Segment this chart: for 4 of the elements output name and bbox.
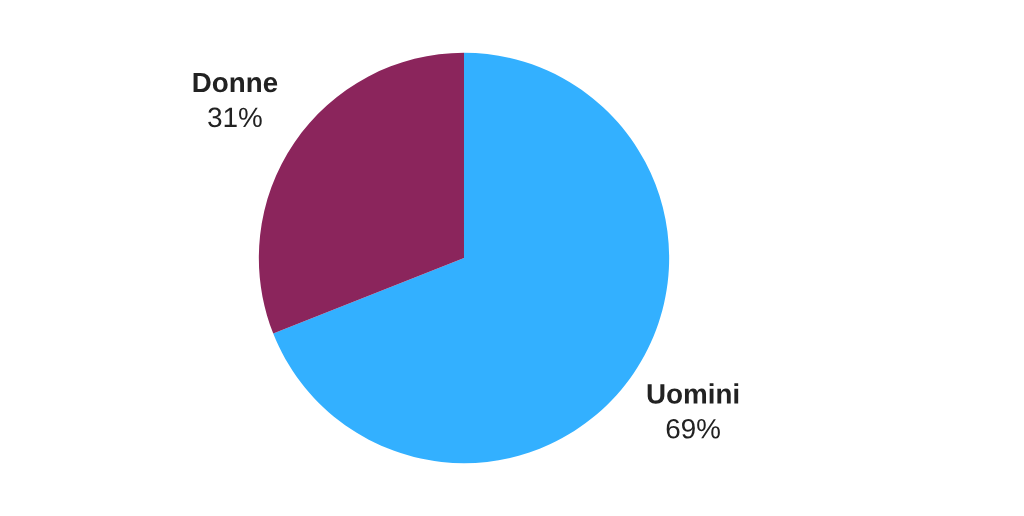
slice-label: Uomini: [647, 383, 739, 404]
data-label: 69%: [666, 418, 720, 439]
slice-label: Donne: [193, 72, 278, 93]
data-label: 31%: [208, 107, 262, 128]
